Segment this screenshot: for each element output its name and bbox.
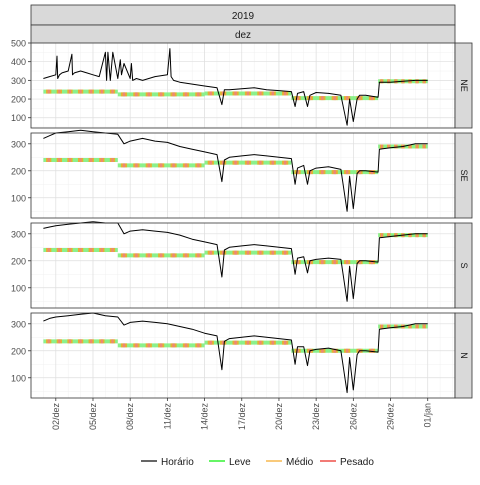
x-tick-label: 20/dez (274, 403, 284, 431)
panel-se: 100 200 300 SE (11, 129, 473, 219)
series-line-horario-ne (43, 48, 428, 126)
legend-label-horario: Horário (161, 457, 194, 468)
x-tick-label: 02/dez (51, 403, 61, 431)
x-tick-label: 29/dez (386, 403, 396, 431)
panel-n: 100 200 300 N (11, 312, 473, 399)
legend-label-medio: Médio (286, 457, 314, 468)
x-axis: 02/dez 05/dez 08/dez 11/dez 14/dez 17/dez 20/d… (51, 398, 433, 430)
strip-year-label: 2019 (232, 11, 255, 22)
strip-panel-n (454, 312, 473, 399)
legend: Horário Leve Médio Pesado (141, 457, 374, 468)
y-tick-label: 400 (11, 57, 26, 67)
y-tick-label: 100 (11, 283, 26, 293)
x-tick-label: 08/dez (125, 403, 135, 431)
y-tick-label: 100 (11, 113, 26, 123)
series-line-horario-s (43, 221, 428, 302)
strip-month-label: dez (235, 30, 251, 41)
y-tick-label: 200 (11, 256, 26, 266)
y-tick-label: 100 (11, 193, 26, 203)
panel-background-ne (31, 43, 455, 128)
x-tick-label: 14/dez (200, 403, 210, 431)
y-tick-label: 200 (11, 346, 26, 356)
strip-panel-label-s: S (459, 262, 469, 268)
y-tick-label: 300 (11, 229, 26, 239)
y-tick-label: 300 (11, 139, 26, 149)
x-tick-label: 01/jan (423, 403, 433, 428)
series-line-horario-n (43, 312, 428, 394)
y-tick-label: 300 (11, 319, 26, 329)
panel-ne: 100 200 300 400 500 NE (11, 39, 473, 129)
y-tick-label: 100 (11, 373, 26, 383)
series-line-horario-se (43, 129, 428, 212)
legend-label-leve: Leve (229, 457, 251, 468)
x-tick-label: 26/dez (348, 403, 358, 431)
strip-panel-ne (454, 42, 473, 129)
strip-panel-label-se: SE (459, 169, 469, 181)
x-tick-label: 05/dez (88, 403, 98, 431)
panels-group: 100200300400500NE100200300SE100200300S10… (11, 39, 473, 399)
x-tick-label: 17/dez (237, 403, 247, 431)
x-tick-label: 23/dez (311, 403, 321, 431)
strip-panel-label-ne: NE (459, 79, 469, 92)
y-tick-label: 200 (11, 166, 26, 176)
panel-s: 100 200 300 S (11, 221, 473, 309)
legend-label-pesado: Pesado (340, 457, 374, 468)
y-tick-label: 300 (11, 76, 26, 86)
strip-panel-se (454, 132, 473, 219)
y-tick-label: 200 (11, 95, 26, 105)
strip-panel-label-n: N (459, 352, 469, 359)
strip-panel-s (454, 222, 473, 309)
x-tick-label: 11/dez (162, 403, 172, 430)
y-tick-label: 500 (11, 39, 26, 49)
